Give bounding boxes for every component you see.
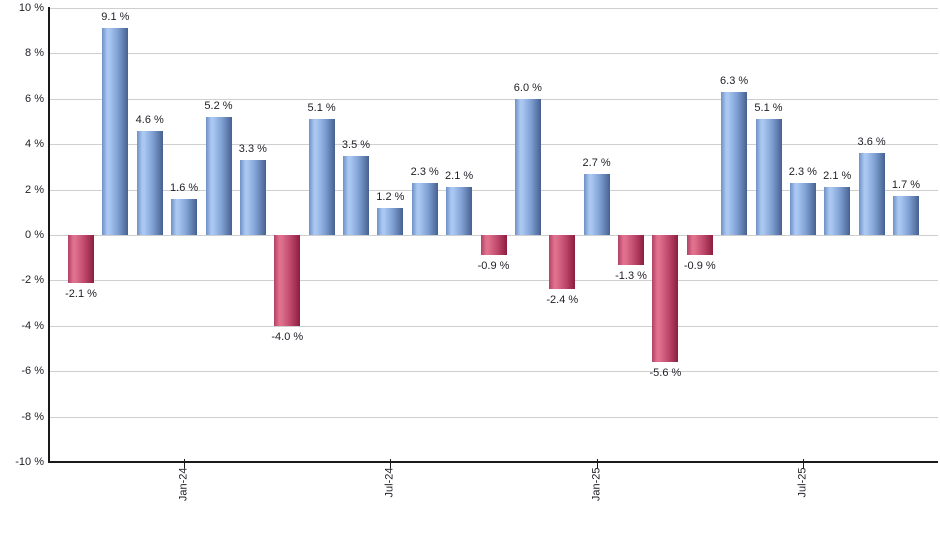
y-axis-line	[48, 7, 50, 463]
gridline	[48, 8, 938, 9]
gridline	[48, 326, 938, 327]
x-axis-tick	[803, 459, 804, 468]
bar-value-label: 3.5 %	[341, 138, 371, 151]
x-axis-tick-label: Jul-25	[796, 467, 809, 497]
y-axis-tick-label: 0 %	[25, 229, 44, 241]
bar-Nov-24	[514, 98, 541, 235]
y-axis-tick-label: -10 %	[15, 456, 44, 468]
bar-Jul-25	[789, 182, 816, 235]
y-axis-tick-label: -4 %	[21, 320, 44, 332]
gridline	[48, 417, 938, 418]
bar-value-label: 1.2 %	[376, 190, 405, 203]
bar-Aug-25	[824, 187, 851, 235]
bar-value-label: 1.6 %	[170, 181, 199, 194]
bar-Oct-23	[68, 235, 94, 283]
bar-value-label: 9.1 %	[101, 11, 130, 24]
bar-value-label: -4.0 %	[271, 330, 304, 343]
bar-Jun-24	[343, 155, 369, 235]
bar-Sep-25	[858, 153, 885, 235]
bar-Nov-23	[102, 28, 129, 235]
bar-value-label: 2.3 %	[410, 165, 439, 178]
x-axis-tick	[597, 459, 598, 468]
bar-Jan-25	[583, 173, 610, 235]
bar-value-label: 2.7 %	[582, 156, 611, 169]
x-axis-tick	[184, 459, 185, 468]
y-axis-tick-label: -6 %	[21, 365, 44, 377]
bar-Apr-25	[686, 235, 713, 256]
bar-value-label: 5.1 %	[754, 102, 783, 115]
bar-value-label: 6.3 %	[720, 74, 749, 87]
gridline	[48, 280, 938, 281]
bar-value-label: -2.1 %	[65, 287, 97, 300]
gridline	[48, 144, 938, 145]
bar-Dec-23	[136, 130, 163, 235]
bar-value-label: 5.2 %	[204, 99, 233, 112]
bar-value-label: -0.9 %	[683, 260, 716, 273]
x-axis-tick-label: Jan-24	[177, 467, 190, 501]
bar-value-label: 3.6 %	[857, 136, 886, 149]
bar-Jun-25	[755, 119, 782, 235]
bar-value-label: 2.1 %	[445, 170, 474, 183]
bar-value-label: 4.6 %	[135, 113, 164, 126]
bar-value-label: -1.3 %	[615, 269, 647, 282]
bar-Apr-24	[274, 235, 301, 326]
bar-Feb-25	[618, 235, 644, 265]
y-axis-tick-label: 8 %	[25, 47, 44, 59]
bar-value-label: 3.3 %	[238, 143, 267, 156]
y-axis-tick-label: 2 %	[25, 184, 44, 196]
bar-Oct-25	[893, 196, 919, 235]
x-axis-tick-label: Jan-25	[590, 467, 603, 501]
y-axis-tick-label: 6 %	[25, 93, 44, 105]
bar-Mar-24	[239, 160, 266, 235]
bar-May-24	[308, 119, 335, 235]
gridline	[48, 99, 938, 100]
bar-Sep-24	[446, 187, 473, 235]
gridline	[48, 190, 938, 191]
gridline	[48, 53, 938, 54]
bar-Oct-24	[480, 235, 507, 256]
bar-May-25	[721, 91, 748, 235]
bar-value-label: -0.9 %	[477, 260, 510, 273]
bar-value-label: 2.1 %	[823, 170, 852, 183]
bar-Jul-24	[377, 207, 404, 235]
bar-value-label: 5.1 %	[307, 102, 336, 115]
x-axis-line	[48, 461, 938, 463]
bar-value-label: 1.7 %	[891, 179, 921, 192]
bar-Jan-24	[171, 198, 198, 235]
x-axis-tick	[390, 459, 391, 468]
bar-value-label: 6.0 %	[513, 81, 542, 94]
bar-value-label: -2.4 %	[546, 294, 579, 307]
y-axis-tick-label: -8 %	[21, 411, 44, 423]
bar-Mar-25	[652, 235, 679, 363]
y-axis-tick-label: 10 %	[18, 2, 44, 14]
bar-value-label: -5.6 %	[649, 367, 682, 380]
bar-Aug-24	[411, 182, 438, 235]
bar-Dec-24	[549, 235, 576, 290]
x-axis-tick-label: Jul-24	[383, 467, 396, 497]
bar-value-label: 2.3 %	[788, 165, 817, 178]
gridline	[48, 371, 938, 372]
y-axis-tick-label: -2 %	[21, 274, 44, 286]
bar-Feb-24	[205, 116, 232, 235]
y-axis-tick-label: 4 %	[25, 138, 44, 150]
